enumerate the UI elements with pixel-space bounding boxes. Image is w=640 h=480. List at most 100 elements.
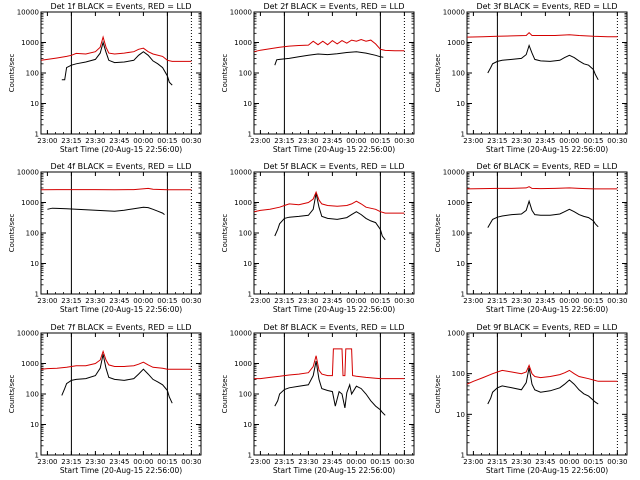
- y-tick-label: 100: [452, 70, 465, 78]
- y-tick-label: 1: [461, 291, 465, 299]
- x-tick-label: 00:15: [157, 297, 177, 305]
- panel: Det 8f BLACK = Events, RED = LLD 23:00 23:…: [221, 323, 415, 475]
- x-tick-label: 23:30: [85, 137, 105, 145]
- y-tick-label: 1000: [447, 330, 465, 338]
- x-tick-label: 00:00: [133, 458, 153, 466]
- x-tick-label: 23:15: [61, 297, 81, 305]
- panel-title: Det 7f BLACK = Events, RED = LLD: [50, 323, 191, 332]
- panel-title: Det 3f BLACK = Events, RED = LLD: [476, 2, 617, 11]
- y-tick-label: 100: [239, 391, 252, 399]
- x-tick-label: 23:45: [535, 297, 555, 305]
- y-axis-label: Counts/sec: [8, 375, 16, 414]
- plot-frame: [253, 332, 415, 456]
- panel: Det 4f BLACK = Events, RED = LLD 23:00 23:…: [8, 162, 202, 314]
- x-tick-label: 23:45: [109, 458, 129, 466]
- y-axis-label: Counts/sec: [221, 214, 229, 253]
- x-axis-label: Start Time (20-Aug-15 22:56:00): [60, 466, 182, 475]
- events-series-line: [274, 51, 384, 66]
- x-tick-label: 23:00: [463, 137, 483, 145]
- panel-title: Det 4f BLACK = Events, RED = LLD: [50, 162, 191, 171]
- x-tick-label: 00:15: [370, 297, 390, 305]
- y-tick-label: 1: [461, 131, 465, 139]
- plot-frame: [40, 11, 202, 135]
- plot-frame: [466, 171, 628, 295]
- x-tick-label: 00:30: [607, 458, 627, 466]
- lld-series-line: [41, 349, 192, 370]
- x-tick-label: 23:45: [535, 458, 555, 466]
- lld-series-line: [253, 38, 405, 53]
- y-tick-label: 1000: [234, 39, 252, 47]
- x-tick-label: 00:00: [133, 137, 153, 145]
- y-tick-label: 1: [248, 291, 252, 299]
- x-axis-label: Start Time (20-Aug-15 22:56:00): [273, 145, 395, 154]
- x-tick-label: 23:00: [250, 137, 270, 145]
- y-tick-label: 10: [30, 100, 39, 108]
- y-tick-label: 100: [239, 70, 252, 78]
- panel-title: Det 5f BLACK = Events, RED = LLD: [263, 162, 404, 171]
- x-tick-label: 23:45: [109, 297, 129, 305]
- y-tick-label: 10000: [17, 330, 39, 338]
- x-tick-label: 00:15: [157, 137, 177, 145]
- x-tick-label: 00:00: [559, 458, 579, 466]
- y-tick-label: 10: [243, 260, 252, 268]
- y-tick-label: 10000: [17, 9, 39, 17]
- y-tick-label: 1000: [21, 199, 39, 207]
- y-tick-label: 1: [35, 452, 39, 460]
- x-tick-label: 23:45: [322, 137, 342, 145]
- plot-frame: [40, 332, 202, 456]
- y-tick-label: 10: [30, 260, 39, 268]
- x-tick-label: 23:45: [322, 297, 342, 305]
- y-axis-label: Counts/sec: [434, 54, 442, 93]
- y-tick-label: 1: [35, 131, 39, 139]
- x-tick-label: 00:30: [607, 297, 627, 305]
- y-tick-label: 1: [461, 452, 465, 460]
- x-axis-label: Start Time (20-Aug-15 22:56:00): [486, 466, 608, 475]
- events-series-line: [61, 354, 173, 404]
- events-series-line: [487, 199, 599, 228]
- x-tick-label: 23:15: [487, 297, 507, 305]
- y-tick-label: 1000: [234, 360, 252, 368]
- panel: Det 1f BLACK = Events, RED = LLD 23:00 23:…: [8, 2, 202, 154]
- x-axis-label: Start Time (20-Aug-15 22:56:00): [486, 305, 608, 314]
- x-tick-label: 23:30: [85, 458, 105, 466]
- y-axis-label: Counts/sec: [8, 214, 16, 253]
- x-tick-label: 00:30: [394, 297, 414, 305]
- x-tick-label: 23:30: [298, 458, 318, 466]
- x-tick-label: 00:30: [394, 458, 414, 466]
- x-tick-label: 00:00: [559, 297, 579, 305]
- x-tick-label: 00:00: [133, 297, 153, 305]
- x-tick-label: 23:45: [109, 137, 129, 145]
- panel: Det 9f BLACK = Events, RED = LLD 23:00 23:…: [434, 323, 628, 475]
- x-tick-label: 00:30: [607, 137, 627, 145]
- panel-title: Det 1f BLACK = Events, RED = LLD: [50, 2, 191, 11]
- y-tick-label: 100: [26, 230, 39, 238]
- y-axis-label: Counts/sec: [434, 214, 442, 253]
- y-tick-label: 100: [26, 391, 39, 399]
- events-series-line: [487, 43, 599, 81]
- events-series-line: [274, 193, 386, 241]
- x-tick-label: 23:00: [250, 458, 270, 466]
- x-tick-label: 23:00: [463, 297, 483, 305]
- y-tick-label: 100: [26, 70, 39, 78]
- events-series-line: [274, 361, 386, 416]
- y-tick-label: 1000: [447, 199, 465, 207]
- y-tick-label: 100: [452, 370, 465, 378]
- x-tick-label: 23:00: [37, 137, 57, 145]
- y-tick-label: 1: [248, 131, 252, 139]
- plot-frame: [253, 171, 415, 295]
- x-tick-label: 23:15: [274, 137, 294, 145]
- panel-title: Det 2f BLACK = Events, RED = LLD: [263, 2, 404, 11]
- plot-frame: [466, 332, 628, 456]
- x-tick-label: 00:00: [559, 137, 579, 145]
- x-tick-label: 23:30: [511, 458, 531, 466]
- x-tick-label: 23:45: [535, 137, 555, 145]
- x-tick-label: 00:15: [583, 458, 603, 466]
- lld-series-line: [254, 348, 405, 380]
- panel-title: Det 9f BLACK = Events, RED = LLD: [476, 323, 617, 332]
- lld-series-line: [41, 35, 192, 62]
- y-axis-label: Counts/sec: [8, 54, 16, 93]
- plot-frame: [253, 11, 415, 135]
- x-tick-label: 23:15: [61, 458, 81, 466]
- y-axis-label: Counts/sec: [221, 54, 229, 93]
